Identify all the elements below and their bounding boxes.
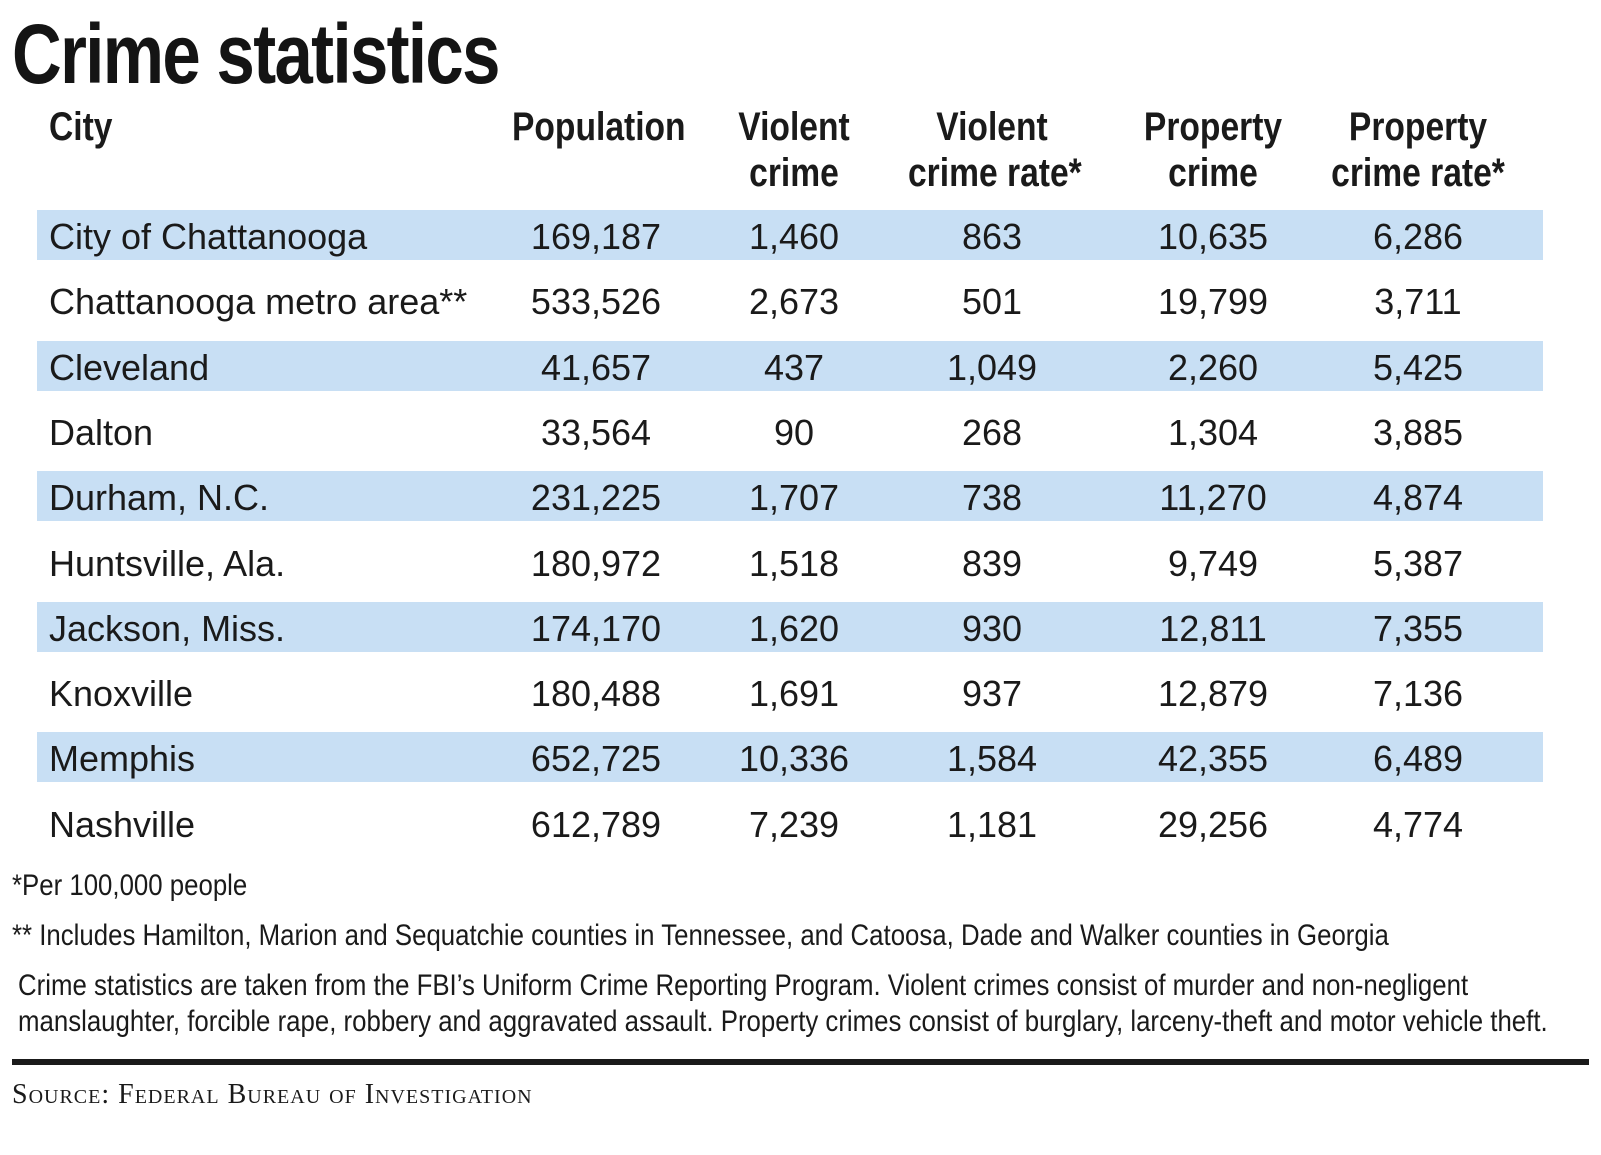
property-crime-cell: 1,304 bbox=[1167, 412, 1259, 453]
column-header-line: Population bbox=[512, 105, 686, 149]
table-row: Knoxville 180,488 1,691 937 12,879 7,136 bbox=[37, 667, 1543, 717]
property-crime-rate-cell: 7,136 bbox=[1372, 673, 1464, 714]
violent-crime-rate-cell: 839 bbox=[961, 543, 1023, 584]
violent-crime-rate-cell: 268 bbox=[961, 412, 1023, 453]
column-header-line: Violent bbox=[738, 105, 850, 149]
methodology-line: Crime statistics are taken from the FBI’… bbox=[18, 969, 1469, 1002]
table-row: Cleveland 41,657 437 1,049 2,260 5,425 bbox=[37, 341, 1543, 391]
population-cell: 180,972 bbox=[530, 543, 662, 584]
chart-title: Crime statistics bbox=[12, 7, 500, 101]
property-crime-cell: 19,799 bbox=[1157, 281, 1269, 322]
column-header-line: Property bbox=[1348, 105, 1488, 149]
property-crime-cell: 2,260 bbox=[1167, 347, 1259, 388]
property-crime-rate-cell: 5,387 bbox=[1372, 543, 1464, 584]
column-header-line: crime bbox=[1168, 151, 1258, 195]
column-header-line: crime rate* bbox=[908, 151, 1082, 195]
property-crime-rate-cell: 6,489 bbox=[1372, 738, 1464, 779]
footnote-per-capita: *Per 100,000 people bbox=[12, 869, 248, 902]
violent-crime-cell: 1,460 bbox=[748, 216, 840, 257]
column-header-population: Population bbox=[496, 104, 696, 150]
table-row: Durham, N.C. 231,225 1,707 738 11,270 4,874 bbox=[37, 471, 1543, 521]
city-name-cell: Cleveland bbox=[49, 347, 210, 388]
violent-crime-rate-cell: 501 bbox=[961, 281, 1023, 322]
column-header-violent-crime: Violent crime bbox=[714, 104, 874, 196]
population-cell: 612,789 bbox=[530, 804, 662, 845]
city-name-cell: Nashville bbox=[49, 804, 196, 845]
table-row: Memphis 652,725 10,336 1,584 42,355 6,489 bbox=[37, 732, 1543, 782]
column-header-property-crime: Property crime bbox=[1113, 104, 1313, 196]
violent-crime-cell: 1,691 bbox=[748, 673, 840, 714]
population-cell: 174,170 bbox=[530, 608, 662, 649]
table-row: Huntsville, Ala. 180,972 1,518 839 9,749 5,38… bbox=[37, 537, 1543, 587]
violent-crime-rate-cell: 1,049 bbox=[946, 347, 1038, 388]
city-name-cell: Chattanooga metro area** bbox=[49, 281, 468, 322]
table-row: Jackson, Miss. 174,170 1,620 930 12,811 7,355 bbox=[37, 602, 1543, 652]
footnote-metro-area: ** Includes Hamilton, Marion and Sequatc… bbox=[12, 919, 1389, 952]
methodology-line: manslaughter, forcible rape, robbery and… bbox=[18, 1005, 1548, 1038]
property-crime-cell: 12,811 bbox=[1159, 608, 1267, 649]
violent-crime-cell: 1,620 bbox=[748, 608, 840, 649]
population-cell: 652,725 bbox=[530, 738, 662, 779]
population-cell: 33,564 bbox=[540, 412, 652, 453]
column-header-city: City bbox=[49, 104, 125, 150]
table-row: Chattanooga metro area** 533,526 2,673 501 1… bbox=[37, 275, 1543, 325]
property-crime-cell: 11,270 bbox=[1159, 477, 1267, 518]
violent-crime-rate-cell: 930 bbox=[961, 608, 1023, 649]
violent-crime-cell: 7,239 bbox=[748, 804, 840, 845]
city-name-cell: Jackson, Miss. bbox=[49, 608, 286, 649]
property-crime-cell: 29,256 bbox=[1157, 804, 1269, 845]
column-header-property-crime-rate: Property crime rate* bbox=[1308, 104, 1528, 196]
column-header-line: City bbox=[49, 105, 113, 149]
city-name-cell: Memphis bbox=[49, 738, 196, 779]
table-row: Nashville 612,789 7,239 1,181 29,256 4,774 bbox=[37, 798, 1543, 848]
column-header-line: Property bbox=[1143, 105, 1283, 149]
city-name-cell: Durham, N.C. bbox=[49, 477, 270, 518]
violent-crime-cell: 10,336 bbox=[738, 738, 850, 779]
column-header-violent-crime-rate: Violent crime rate* bbox=[892, 104, 1092, 196]
property-crime-cell: 42,355 bbox=[1157, 738, 1269, 779]
divider-rule bbox=[12, 1059, 1589, 1065]
population-cell: 533,526 bbox=[530, 281, 662, 322]
city-name-cell: Knoxville bbox=[49, 673, 194, 714]
violent-crime-rate-cell: 1,181 bbox=[946, 804, 1038, 845]
violent-crime-rate-cell: 738 bbox=[961, 477, 1023, 518]
city-name-cell: City of Chattanooga bbox=[49, 216, 368, 257]
city-name-cell: Dalton bbox=[49, 412, 154, 453]
property-crime-rate-cell: 7,355 bbox=[1372, 608, 1464, 649]
methodology-note: Crime statistics are taken from the FBI’… bbox=[18, 968, 1548, 1040]
property-crime-rate-cell: 6,286 bbox=[1372, 216, 1464, 257]
property-crime-cell: 10,635 bbox=[1157, 216, 1269, 257]
city-name-cell: Huntsville, Ala. bbox=[49, 543, 286, 584]
table-row: City of Chattanooga 169,187 1,460 863 10,635… bbox=[37, 210, 1543, 260]
violent-crime-rate-cell: 863 bbox=[961, 216, 1023, 257]
column-header-line: crime bbox=[749, 151, 839, 195]
property-crime-rate-cell: 4,874 bbox=[1372, 477, 1464, 518]
population-cell: 169,187 bbox=[530, 216, 662, 257]
property-crime-rate-cell: 3,711 bbox=[1374, 281, 1462, 322]
property-crime-rate-cell: 5,425 bbox=[1372, 347, 1464, 388]
population-cell: 180,488 bbox=[530, 673, 662, 714]
property-crime-rate-cell: 4,774 bbox=[1372, 804, 1464, 845]
population-cell: 231,225 bbox=[530, 477, 662, 518]
violent-crime-rate-cell: 937 bbox=[961, 673, 1023, 714]
source-credit: Source: Federal Bureau of Investigation bbox=[12, 1079, 533, 1110]
property-crime-cell: 9,749 bbox=[1167, 543, 1259, 584]
violent-crime-cell: 1,518 bbox=[748, 543, 840, 584]
violent-crime-cell: 90 bbox=[773, 412, 815, 453]
column-header-line: crime rate* bbox=[1331, 151, 1505, 195]
property-crime-rate-cell: 3,885 bbox=[1372, 412, 1464, 453]
violent-crime-rate-cell: 1,584 bbox=[946, 738, 1038, 779]
column-header-line: Violent bbox=[936, 105, 1048, 149]
table-row: Dalton 33,564 90 268 1,304 3,885 bbox=[37, 406, 1543, 456]
property-crime-cell: 12,879 bbox=[1157, 673, 1269, 714]
violent-crime-cell: 437 bbox=[763, 347, 825, 388]
violent-crime-cell: 2,673 bbox=[748, 281, 840, 322]
population-cell: 41,657 bbox=[540, 347, 652, 388]
violent-crime-cell: 1,707 bbox=[748, 477, 840, 518]
